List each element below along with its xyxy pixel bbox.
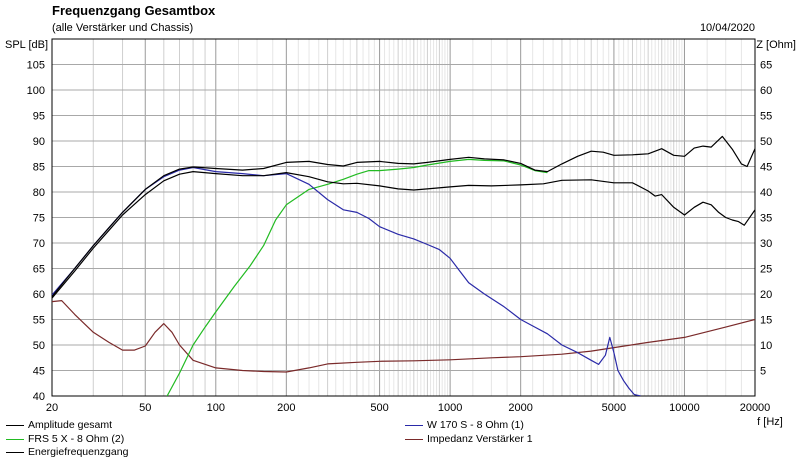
y2-tick-label: 15 xyxy=(760,315,772,327)
y-tick-label: 95 xyxy=(33,111,45,123)
legend-swatch-frs xyxy=(6,438,24,440)
series-line-energiefrequenzgang xyxy=(52,171,755,299)
y-tick-label: 65 xyxy=(33,264,45,276)
y2-axis-label: Z [Ohm] xyxy=(756,39,796,51)
y-tick-label: 50 xyxy=(33,340,45,352)
legend-item-frs: FRS 5 X - 8 Ohm (2) xyxy=(6,433,124,445)
y-tick-label: 80 xyxy=(33,187,45,199)
legend-swatch-impedance xyxy=(405,438,423,440)
x-axis-label: f [Hz] xyxy=(757,416,783,428)
y2-tick-label: 35 xyxy=(760,213,772,225)
chart-date: 10/04/2020 xyxy=(699,22,755,34)
y-tick-label: 100 xyxy=(27,85,45,97)
series-line-frs-5-x-8-ohm-2 xyxy=(166,158,548,396)
legend-item-energy: Energiefrequenzgang xyxy=(6,446,128,458)
y-tick-label: 85 xyxy=(33,162,45,174)
legend-label-woofer: W 170 S - 8 Ohm (1) xyxy=(427,419,524,431)
x-tick-label: 100 xyxy=(207,402,225,414)
legend-item-woofer: W 170 S - 8 Ohm (1) xyxy=(405,419,524,431)
chart-title: Frequenzgang Gesamtbox xyxy=(52,3,216,18)
legend-item-amplitude: Amplitude gesamt xyxy=(6,419,112,431)
y-tick-label: 55 xyxy=(33,315,45,327)
y2-tick-label: 20 xyxy=(760,289,772,301)
y2-tick-label: 65 xyxy=(760,60,772,72)
x-tick-label: 50 xyxy=(139,402,151,414)
y-tick-label: 60 xyxy=(33,289,45,301)
y2-tick-label: 5 xyxy=(760,366,766,378)
x-tick-label: 200 xyxy=(277,402,295,414)
x-tick-label: 20000 xyxy=(740,402,771,414)
legend-label-impedance: Impedanz Verstärker 1 xyxy=(427,433,533,445)
y2-tick-label: 45 xyxy=(760,162,772,174)
y2-tick-label: 50 xyxy=(760,136,772,148)
x-tick-label: 2000 xyxy=(508,402,532,414)
y2-tick-label: 25 xyxy=(760,264,772,276)
y2-tick-label: 10 xyxy=(760,340,772,352)
legend-swatch-amplitude xyxy=(6,424,24,426)
chart-subtitle: (alle Verstärker und Chassis) xyxy=(52,22,194,34)
series-line-amplitude-gesamt xyxy=(52,135,755,297)
y-tick-label: 40 xyxy=(33,391,45,403)
legend-label-energy: Energiefrequenzgang xyxy=(28,446,129,458)
x-tick-label: 5000 xyxy=(602,402,626,414)
y-tick-label: 45 xyxy=(33,366,45,378)
legend-label-amplitude: Amplitude gesamt xyxy=(28,419,113,431)
x-tick-label: 1000 xyxy=(438,402,462,414)
y-tick-label: 105 xyxy=(27,60,45,72)
x-tick-label: 10000 xyxy=(669,402,700,414)
plot-frame xyxy=(51,38,756,397)
x-tick-label: 20 xyxy=(46,402,58,414)
y-tick-label: 70 xyxy=(33,238,45,250)
y2-tick-label: 30 xyxy=(760,238,772,250)
y-axis-label: SPL [dB] xyxy=(5,39,48,51)
legend-item-impedance: Impedanz Verstärker 1 xyxy=(405,433,533,445)
legend-label-frs: FRS 5 X - 8 Ohm (2) xyxy=(28,433,125,445)
y-tick-label: 75 xyxy=(33,213,45,225)
y2-tick-label: 60 xyxy=(760,85,772,97)
y2-tick-label: 55 xyxy=(760,111,772,123)
y2-tick-label: 40 xyxy=(760,187,772,199)
legend-swatch-woofer xyxy=(405,424,423,426)
legend-swatch-energy xyxy=(6,451,24,453)
series-line-w-170-s-8-ohm-1 xyxy=(52,166,641,396)
series-line-impedanz-verst-rker-1 xyxy=(52,300,755,373)
y-tick-label: 90 xyxy=(33,136,45,148)
x-tick-label: 500 xyxy=(370,402,388,414)
